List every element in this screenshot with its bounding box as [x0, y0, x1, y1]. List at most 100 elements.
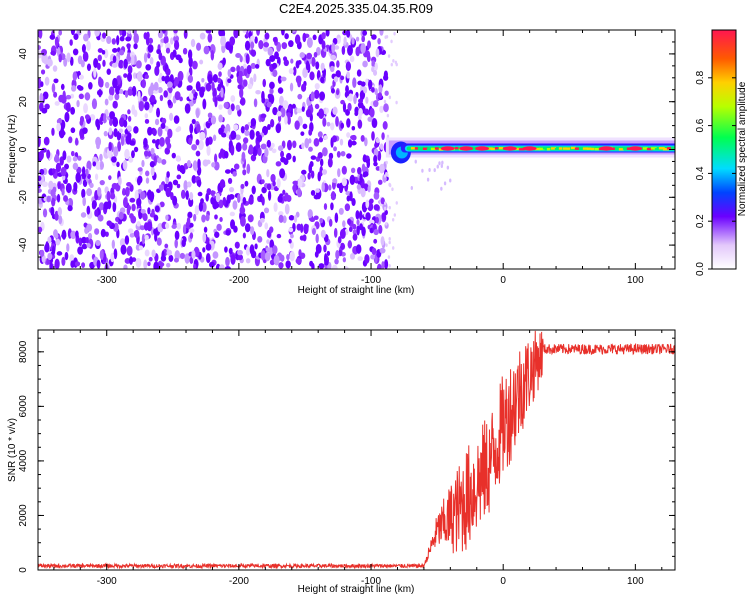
- noise-blob: [188, 100, 195, 107]
- noise-blob: [116, 132, 121, 141]
- colorbar-ticks: 0.0 0.2 0.4 0.6 0.8: [695, 70, 736, 276]
- noise-blob: [218, 127, 224, 135]
- noise-blob: [254, 36, 258, 44]
- noise-blob: [54, 233, 59, 239]
- noise-blob: [114, 93, 120, 101]
- noise-blob: [190, 38, 196, 48]
- noise-blob: [85, 168, 89, 177]
- noise-blob: [183, 180, 188, 191]
- noise-blob: [201, 201, 207, 213]
- noise-blob: [282, 215, 287, 224]
- noise-blob: [120, 135, 125, 147]
- noise-blob: [191, 175, 197, 184]
- spectrogram-xtick-label: 0: [500, 275, 506, 286]
- noise-blob: [113, 248, 118, 260]
- noise-blob: [159, 136, 165, 147]
- noise-blob: [197, 139, 204, 151]
- noise-blob: [371, 131, 375, 141]
- noise-blob: [333, 146, 337, 152]
- noise-blob: [342, 220, 346, 228]
- noise-blob: [145, 177, 150, 184]
- noise-blob: [149, 94, 156, 103]
- noise-blob: [292, 155, 296, 163]
- spectrogram-xtick-label: 100: [627, 275, 644, 286]
- noise-blob: [86, 63, 92, 72]
- signal-core: [558, 147, 563, 150]
- noise-blob: [65, 94, 72, 100]
- noise-blob: [358, 98, 364, 104]
- noise-blob: [282, 189, 286, 195]
- noise-blob: [351, 125, 356, 131]
- snr-ytick-label: 4000: [18, 449, 29, 472]
- noise-blob: [160, 122, 166, 129]
- noise-blob: [182, 224, 187, 235]
- noise-blob: [249, 244, 255, 255]
- noise-blob: [173, 115, 180, 124]
- noise-blob: [330, 54, 337, 60]
- noise-blob: [247, 83, 253, 90]
- noise-blob: [249, 129, 255, 140]
- noise-blob: [261, 196, 265, 206]
- noise-blob: [245, 53, 250, 65]
- noise-blob: [371, 247, 377, 255]
- noise-blob: [383, 70, 388, 79]
- noise-blob: [211, 162, 216, 168]
- noise-blob: [267, 190, 272, 201]
- noise-blob: [216, 223, 222, 231]
- noise-blob: [94, 209, 99, 217]
- noise-blob: [244, 223, 251, 233]
- signal-hotspot: [628, 146, 643, 151]
- noise-blob: [111, 239, 115, 250]
- noise-blob: [284, 33, 289, 40]
- noise-blob: [374, 253, 378, 264]
- signal-hotspot: [502, 146, 517, 151]
- noise-blob: [297, 78, 302, 88]
- noise-blob: [86, 160, 92, 171]
- noise-blob: [165, 42, 171, 50]
- noise-blob: [371, 59, 376, 68]
- noise-fringe: [383, 201, 387, 205]
- noise-blob: [133, 43, 138, 50]
- noise-blob: [323, 203, 328, 211]
- noise-blob: [277, 75, 282, 84]
- noise-blob: [373, 69, 378, 76]
- noise-fringe: [391, 187, 394, 192]
- noise-blob: [292, 140, 297, 149]
- noise-blob: [293, 214, 298, 223]
- noise-blob: [88, 81, 93, 90]
- noise-blob: [150, 84, 156, 91]
- noise-blob: [127, 65, 133, 75]
- noise-blob: [356, 69, 362, 77]
- spectrogram-ylabel: Frequency (Hz): [7, 115, 18, 184]
- noise-blob: [193, 213, 197, 222]
- noise-blob: [126, 245, 133, 256]
- noise-blob: [254, 243, 258, 250]
- noise-blob: [294, 120, 300, 130]
- signal-core: [426, 148, 431, 151]
- noise-blob: [333, 76, 339, 83]
- noise-blob: [196, 179, 202, 187]
- noise-blob: [118, 211, 124, 220]
- noise-blob: [102, 32, 107, 39]
- noise-blob: [106, 220, 113, 227]
- noise-blob: [345, 85, 349, 94]
- noise-blob: [67, 205, 73, 212]
- noise-blob: [250, 41, 255, 49]
- noise-blob: [224, 126, 228, 134]
- noise-blob: [186, 216, 191, 227]
- signal-spill: [433, 168, 436, 173]
- noise-blob: [144, 249, 150, 257]
- noise-blob: [306, 37, 313, 48]
- noise-blob: [248, 144, 254, 155]
- noise-blob: [368, 219, 375, 225]
- noise-blob: [339, 228, 346, 239]
- noise-blob: [254, 64, 260, 69]
- noise-blob: [305, 109, 312, 118]
- noise-fringe: [385, 222, 388, 226]
- noise-blob: [103, 113, 107, 124]
- noise-blob: [72, 71, 78, 81]
- noise-blob: [189, 123, 194, 134]
- signal-core: [430, 147, 436, 151]
- signal-core: [614, 147, 620, 151]
